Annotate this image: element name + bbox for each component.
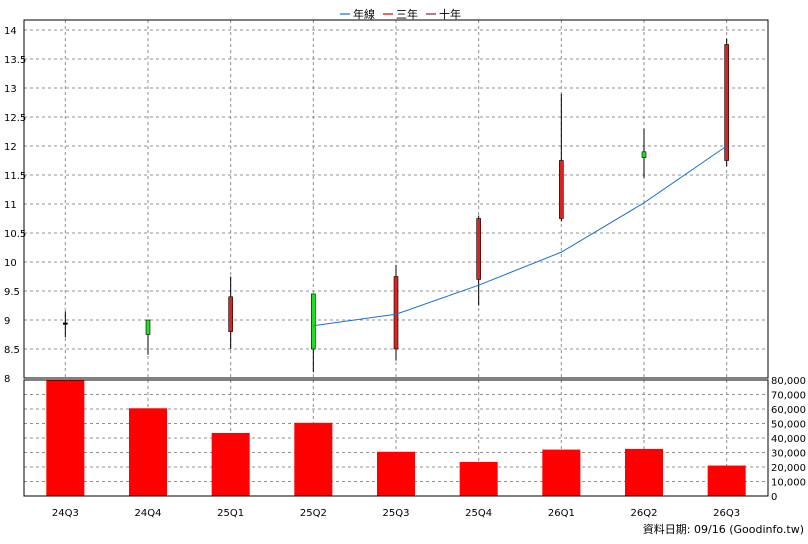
candle-body bbox=[724, 44, 729, 161]
volume-tick-label: 60,000 bbox=[771, 405, 806, 416]
volume-tick-label: 10,000 bbox=[771, 478, 806, 489]
price-tick-label: 11 bbox=[4, 200, 17, 211]
volume-frame bbox=[23, 379, 769, 497]
volume-bar bbox=[377, 451, 415, 496]
volume-tick-label: 0 bbox=[771, 492, 777, 503]
volume-bar bbox=[625, 448, 663, 496]
x-tick-label: 25Q4 bbox=[465, 508, 492, 519]
price-panel: 8 8.5 9 9.5 10 10.5 11 11.5 12 12.5 13 13.5 14 bbox=[4, 19, 769, 496]
price-tick-label: 8.5 bbox=[4, 345, 20, 356]
volume-tick-label: 80,000 bbox=[771, 376, 806, 387]
candle-body bbox=[393, 276, 399, 350]
candle-body bbox=[228, 296, 233, 332]
footer-source-label: 資料日期: 09/16 (Goodinfo.tw) bbox=[643, 522, 804, 536]
volume-bar bbox=[46, 380, 85, 496]
volume-bar bbox=[294, 422, 333, 496]
price-tick-label: 12 bbox=[4, 142, 17, 153]
candle-body bbox=[641, 151, 647, 158]
price-tick-label: 10.5 bbox=[4, 229, 26, 240]
x-tick-label: 25Q3 bbox=[383, 508, 410, 519]
legend: 年線 三年 十年 bbox=[340, 7, 461, 21]
candle-body bbox=[476, 218, 481, 280]
x-tick-label: 25Q1 bbox=[217, 508, 244, 519]
volume-bar bbox=[459, 461, 498, 496]
volume-panel: 0 10,000 20,000 30,000 40,000 50,000 60,000 70,… bbox=[23, 376, 806, 519]
x-tick-label: 26Q2 bbox=[631, 508, 658, 519]
volume-tick-label: 70,000 bbox=[771, 391, 806, 402]
price-tick-label: 9.5 bbox=[4, 287, 20, 298]
legend-label-1: 三年 bbox=[396, 7, 418, 21]
price-tick-label: 12.5 bbox=[4, 113, 26, 124]
x-tick-label: 24Q3 bbox=[52, 508, 79, 519]
x-tick-label: 26Q3 bbox=[713, 508, 740, 519]
volume-tick-label: 50,000 bbox=[771, 420, 806, 431]
ma-line-annual bbox=[313, 145, 727, 327]
volume-tick-label: 20,000 bbox=[771, 463, 806, 474]
legend-label-2: 十年 bbox=[439, 7, 461, 21]
volume-bar bbox=[211, 432, 250, 496]
price-tick-label: 8 bbox=[4, 374, 10, 385]
candle-body bbox=[63, 322, 68, 325]
candle-body bbox=[145, 319, 151, 335]
legend-label-0: 年線 bbox=[353, 7, 375, 21]
price-frame bbox=[23, 19, 769, 379]
price-tick-label: 9 bbox=[4, 316, 10, 327]
candle-body bbox=[311, 293, 316, 350]
volume-tick-label: 40,000 bbox=[771, 434, 806, 445]
volume-tick-label: 30,000 bbox=[771, 449, 806, 460]
price-tick-label: 11.5 bbox=[4, 171, 26, 182]
x-tick-label: 26Q1 bbox=[548, 508, 575, 519]
price-tick-label: 13.5 bbox=[4, 55, 26, 66]
volume-bar bbox=[542, 449, 581, 496]
volume-bar bbox=[129, 408, 167, 496]
candle-body bbox=[559, 160, 564, 219]
x-tick-label: 24Q4 bbox=[135, 508, 162, 519]
price-tick-label: 13 bbox=[4, 84, 17, 95]
volume-bar bbox=[707, 465, 746, 496]
price-tick-label: 10 bbox=[4, 258, 17, 269]
price-tick-label: 14 bbox=[4, 26, 17, 37]
x-tick-label: 25Q2 bbox=[300, 508, 327, 519]
